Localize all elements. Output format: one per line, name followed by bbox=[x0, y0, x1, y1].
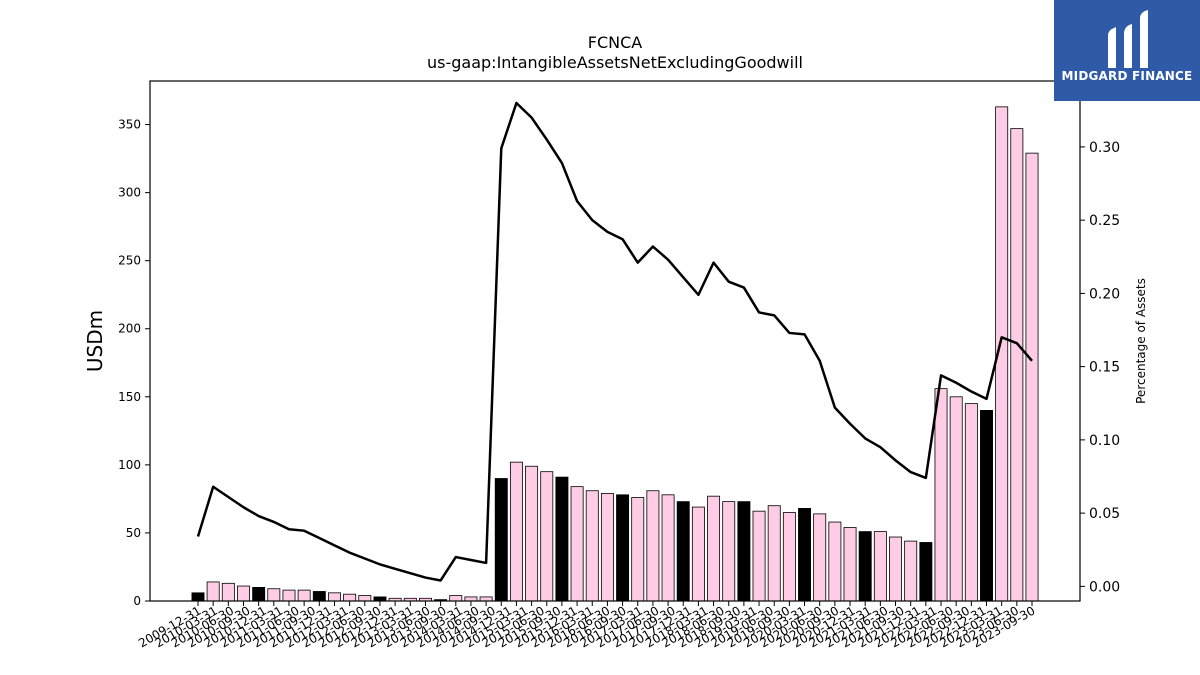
bar-2022-03-31 bbox=[934, 388, 948, 602]
y-tick-label: 350 bbox=[118, 118, 141, 132]
bar-2021-09-30 bbox=[904, 540, 918, 602]
bar-2016-09-30 bbox=[600, 493, 614, 602]
bar-2014-06-30 bbox=[464, 596, 478, 602]
chart-title: FCNCA bbox=[588, 33, 643, 52]
percentage-line bbox=[196, 101, 1033, 582]
y2-tick-label: 0.00 bbox=[1089, 579, 1120, 595]
bar-2012-12-31 bbox=[373, 596, 387, 602]
line-group bbox=[196, 101, 1033, 582]
bar-2011-09-30 bbox=[297, 589, 311, 602]
bar-2022-06-30 bbox=[949, 396, 963, 602]
bar-2022-09-30 bbox=[964, 403, 978, 602]
bar-2015-09-30 bbox=[540, 471, 554, 602]
bar-2014-12-31 bbox=[494, 478, 508, 602]
bar-2016-03-31 bbox=[570, 486, 584, 602]
y-tick-label: 250 bbox=[118, 254, 141, 268]
plot-frame bbox=[149, 80, 1081, 602]
bar-2020-09-30 bbox=[843, 527, 857, 602]
bar-2015-06-30 bbox=[525, 465, 539, 602]
y-tick-label: 100 bbox=[118, 458, 141, 472]
bar-2010-09-30 bbox=[237, 585, 250, 602]
bar-2019-12-31 bbox=[798, 508, 812, 602]
bar-2011-12-31 bbox=[312, 591, 326, 602]
y2-tick-label: 0.15 bbox=[1089, 360, 1120, 376]
y-tick-label: 200 bbox=[118, 322, 141, 336]
bar-2020-06-30 bbox=[828, 521, 842, 602]
bar-2014-09-30 bbox=[479, 596, 493, 602]
bar-2021-03-31 bbox=[873, 531, 887, 602]
bar-2012-03-31 bbox=[328, 592, 341, 602]
bar-2016-06-30 bbox=[585, 490, 599, 602]
y2-tick-label: 0.20 bbox=[1089, 286, 1120, 302]
y-tick-label: 150 bbox=[118, 390, 141, 404]
bar-2016-12-31 bbox=[616, 494, 630, 602]
bar-2017-06-30 bbox=[646, 490, 660, 602]
bar-2018-09-30 bbox=[722, 501, 736, 602]
bar-2012-06-30 bbox=[343, 593, 357, 602]
bar-2011-06-30 bbox=[282, 589, 296, 602]
bar-2019-03-31 bbox=[752, 510, 766, 602]
bar-2017-09-30 bbox=[661, 494, 675, 602]
bar-2010-03-31 bbox=[206, 581, 220, 602]
y-tick-label: 0 bbox=[133, 594, 141, 608]
bar-2023-06-30 bbox=[1010, 128, 1024, 602]
y2-tick-label: 0.05 bbox=[1089, 506, 1120, 522]
y2-axis-label: Percentage of Assets bbox=[1134, 278, 1148, 404]
bar-2018-06-30 bbox=[707, 495, 721, 602]
bar-2019-09-30 bbox=[782, 512, 796, 602]
bar-2010-12-31 bbox=[252, 586, 266, 602]
bar-2009-12-31 bbox=[191, 592, 205, 602]
bar-2020-03-31 bbox=[813, 513, 827, 602]
y2-tick-label: 0.25 bbox=[1089, 213, 1120, 229]
bar-2010-06-30 bbox=[221, 582, 235, 602]
bar-2022-12-31 bbox=[980, 410, 993, 602]
y2-tick-label: 0.30 bbox=[1089, 140, 1120, 156]
bar-2011-03-31 bbox=[267, 588, 281, 602]
bar-2023-09-30 bbox=[1025, 152, 1039, 602]
axes-group: 0 50 100 150 200 250 300 350 0.00 0.05 0.10 0.15 0.2… bbox=[118, 80, 1120, 650]
bar-2019-06-30 bbox=[767, 505, 781, 602]
bar-2018-12-31 bbox=[737, 501, 751, 602]
bar-2020-12-31 bbox=[858, 531, 872, 602]
y-axis-label: USDm bbox=[83, 310, 107, 372]
bar-2021-06-30 bbox=[889, 536, 902, 602]
logo-mark-icon bbox=[1108, 10, 1148, 68]
bar-2018-03-31 bbox=[691, 506, 705, 602]
bar-2017-12-31 bbox=[676, 501, 690, 602]
chart-subtitle: us-gaap:IntangibleAssetsNetExcludingGood… bbox=[427, 53, 803, 72]
brand-logo: MIDGARD FINANCE bbox=[1054, 0, 1200, 101]
y-tick-label: 300 bbox=[118, 186, 141, 200]
bar-2014-03-31 bbox=[449, 595, 463, 602]
logo-text: MIDGARD FINANCE bbox=[1061, 69, 1193, 83]
bars-group bbox=[191, 106, 1039, 602]
y-tick-label: 50 bbox=[126, 526, 141, 540]
bar-2021-12-31 bbox=[919, 542, 933, 602]
bar-2015-12-31 bbox=[555, 476, 569, 602]
bar-2012-09-30 bbox=[358, 595, 372, 602]
bar-2015-03-31 bbox=[509, 461, 523, 602]
bar-2017-03-31 bbox=[631, 497, 645, 602]
y2-tick-label: 0.10 bbox=[1089, 433, 1120, 449]
